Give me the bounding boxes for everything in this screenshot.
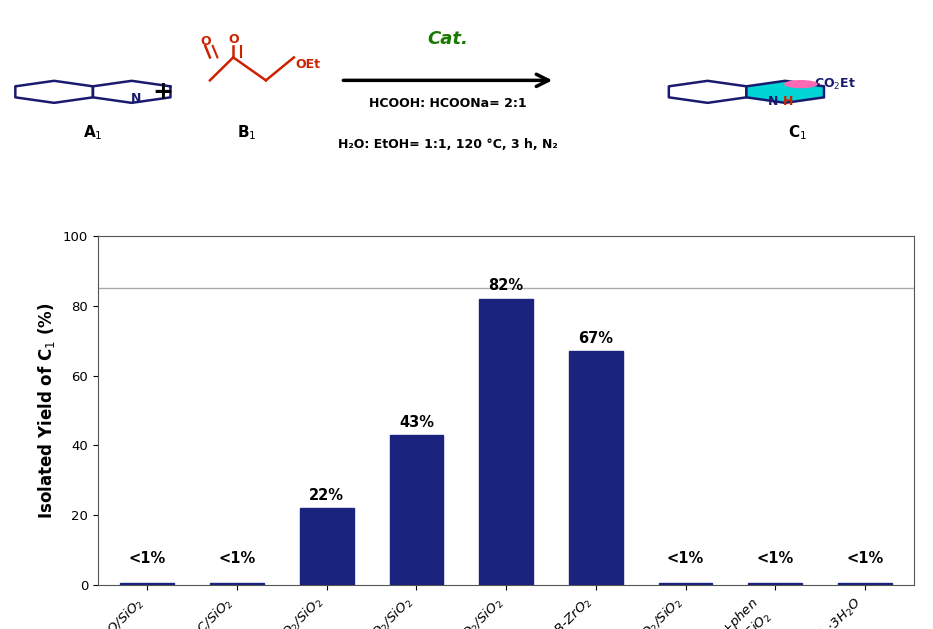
Text: O: O <box>200 35 211 48</box>
Text: N: N <box>132 92 142 106</box>
Text: 82%: 82% <box>489 279 523 294</box>
Bar <box>659 583 713 585</box>
Text: +: + <box>153 80 174 104</box>
FancyArrowPatch shape <box>343 74 549 86</box>
Text: Cat.: Cat. <box>427 30 468 48</box>
Bar <box>838 583 892 585</box>
Bar <box>480 299 533 585</box>
Text: <1%: <1% <box>667 551 704 565</box>
Text: <1%: <1% <box>129 551 166 565</box>
Text: <1%: <1% <box>218 551 256 565</box>
Text: O: O <box>228 33 239 45</box>
Bar <box>120 583 174 585</box>
Text: C$_1$: C$_1$ <box>788 123 807 142</box>
Text: A$_1$: A$_1$ <box>83 123 103 142</box>
Circle shape <box>784 80 817 88</box>
Text: H₂O: EtOH= 1:1, 120 °C, 3 h, N₂: H₂O: EtOH= 1:1, 120 °C, 3 h, N₂ <box>338 138 558 151</box>
Bar <box>748 583 802 585</box>
Text: <1%: <1% <box>846 551 884 565</box>
Text: <1%: <1% <box>757 551 794 565</box>
Text: H: H <box>783 95 793 108</box>
Bar <box>299 508 354 585</box>
Text: OEt: OEt <box>296 58 320 71</box>
Text: N: N <box>768 95 778 108</box>
Text: CO$_2$Et: CO$_2$Et <box>815 77 856 92</box>
Text: HCOOH: HCOONa= 2:1: HCOOH: HCOONa= 2:1 <box>369 97 526 110</box>
Text: B$_1$: B$_1$ <box>238 123 257 142</box>
Y-axis label: Isolated Yield of C$_1$ (%): Isolated Yield of C$_1$ (%) <box>36 302 58 519</box>
Bar <box>390 435 443 585</box>
Text: 67%: 67% <box>578 331 613 346</box>
Bar <box>210 583 264 585</box>
Text: 43%: 43% <box>399 415 434 430</box>
Bar <box>569 351 622 585</box>
Polygon shape <box>746 81 824 103</box>
Text: 22%: 22% <box>309 488 344 503</box>
